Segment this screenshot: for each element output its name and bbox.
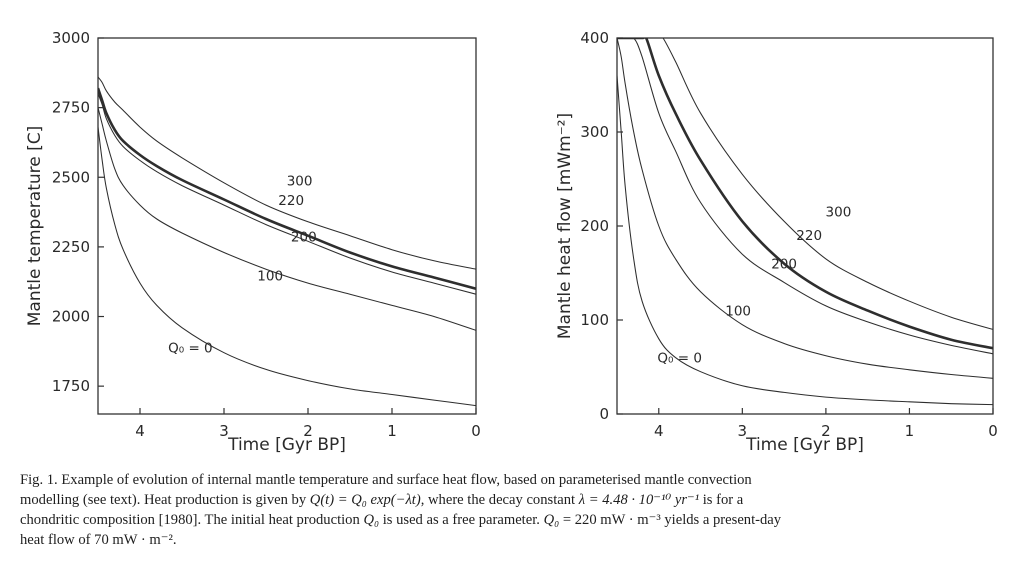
caption-line-4: heat flow of 70 mW · m⁻². xyxy=(20,532,177,548)
caption-text: , where the decay constant xyxy=(420,492,579,508)
heat-flow-y-tick-label: 100 xyxy=(580,311,609,329)
temperature-y-tick-label: 2750 xyxy=(52,99,90,117)
heat-flow-series-line xyxy=(617,38,993,350)
temperature-series-label: 300 xyxy=(287,174,313,190)
caption-line-3: chondritic composition [1980]. The initi… xyxy=(20,510,1010,530)
caption-line-1: Fig. 1. Example of evolution of internal… xyxy=(20,472,752,488)
temperature-series-label: Q₀ = 0 xyxy=(168,341,213,357)
heat-flow-x-tick-label: 4 xyxy=(654,422,664,440)
temperature-x-axis-label: Time [Gyr BP] xyxy=(227,435,346,455)
temperature-curve-labels: Q₀ = 0 100 200 220 300 xyxy=(168,174,317,357)
heat-production-formula: Q(t) = Q₀ exp(−λt) xyxy=(309,492,421,508)
caption-text: chondritic composition [1980]. The initi… xyxy=(20,512,364,528)
caption-line-2: modelling (see text). Heat production is… xyxy=(20,490,1010,510)
temperature-y-tick-label: 2000 xyxy=(52,308,90,326)
heat-flow-x-tick-label: 3 xyxy=(738,422,748,440)
caption-text: modelling (see text). Heat production is… xyxy=(20,492,310,508)
heat-flow-x-tick-label: 0 xyxy=(988,422,998,440)
temperature-x-tick-label: 4 xyxy=(135,422,145,440)
temperature-x-tick-label: 0 xyxy=(471,422,481,440)
heat-flow-x-axis-label: Time [Gyr BP] xyxy=(745,435,864,455)
temperature-y-tick-label: 1750 xyxy=(52,377,90,395)
heat-flow-y-tick-label: 400 xyxy=(580,29,609,47)
temperature-panel: 4 3 2 1 0 1750 2000 2250 2500 2750 3000 Q₀ = 0 100 2… xyxy=(25,29,481,455)
temperature-y-tick-label: 3000 xyxy=(52,29,90,47)
heat-flow-y-tick-label: 300 xyxy=(580,123,609,141)
temperature-series-line xyxy=(98,76,476,270)
heat-flow-x-tick-label: 2 xyxy=(821,422,831,440)
heat-flow-series-line xyxy=(617,75,993,406)
heat-flow-series-line xyxy=(617,38,993,355)
heat-flow-x-tick-label: 1 xyxy=(905,422,915,440)
heat-flow-series-label: 200 xyxy=(771,256,797,272)
heat-flow-series-label: 100 xyxy=(725,303,751,319)
temperature-plot-frame xyxy=(97,37,477,415)
temperature-series-line xyxy=(98,87,476,290)
heat-flow-series-label: Q₀ = 0 xyxy=(657,350,702,366)
q0-symbol: Q₀ xyxy=(363,512,380,528)
temperature-x-tick-label: 3 xyxy=(219,422,229,440)
heat-flow-series-line xyxy=(617,38,993,330)
temperature-x-tick-label: 1 xyxy=(387,422,397,440)
temperature-series-line xyxy=(98,93,476,295)
decay-constant: λ = 4.48 · 10⁻¹⁰ yr⁻¹ xyxy=(578,492,700,508)
heat-flow-series-label: 300 xyxy=(826,205,852,221)
heat-flow-y-tick-label: 200 xyxy=(580,217,609,235)
temperature-series-label: 100 xyxy=(257,268,283,284)
heat-flow-curves xyxy=(617,38,993,406)
figure-caption: Fig. 1. Example of evolution of internal… xyxy=(20,470,1010,550)
temperature-series-label: 200 xyxy=(291,229,317,245)
heat-flow-series-line xyxy=(617,38,993,379)
temperature-series-label: 220 xyxy=(278,193,304,209)
temperature-y-tick-label: 2250 xyxy=(52,238,90,256)
caption-text: is for a xyxy=(699,492,744,508)
temperature-y-axis-label: Mantle temperature [C] xyxy=(25,126,45,327)
temperature-x-tick-label: 2 xyxy=(303,422,313,440)
caption-text: is used as a free parameter. xyxy=(379,512,544,528)
heat-flow-y-axis-label: Mantle heat flow [mWm⁻²] xyxy=(555,113,575,339)
temperature-axis-ticks: 4 3 2 1 0 1750 2000 2250 2500 2750 3000 xyxy=(52,29,481,440)
q0-symbol: Q₀ xyxy=(543,512,560,528)
heat-flow-series-label: 220 xyxy=(796,228,822,244)
temperature-y-tick-label: 2500 xyxy=(52,168,90,186)
heat-flow-y-tick-label: 0 xyxy=(599,405,609,423)
temperature-series-line xyxy=(98,127,476,407)
temperature-series-line xyxy=(98,107,476,331)
caption-text: = 220 mW · m⁻³ yields a present-day xyxy=(559,512,782,528)
temperature-curves xyxy=(98,76,476,407)
